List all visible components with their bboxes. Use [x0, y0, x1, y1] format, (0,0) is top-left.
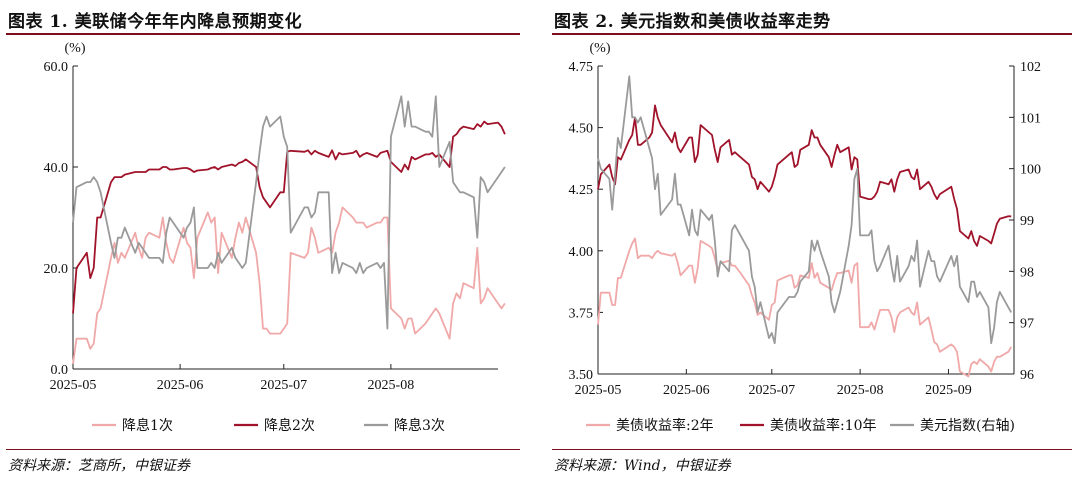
legend-label: 美债收益率:10年: [770, 417, 877, 434]
legend-label: 降息1次: [122, 417, 173, 434]
x-tick-label: 2025-05: [575, 383, 622, 398]
y2-tick-label: 96: [1020, 368, 1034, 383]
y-tick-label: 4.50: [569, 122, 594, 137]
legend-label: 美债收益率:2年: [616, 417, 714, 434]
y2-tick-label: 101: [1020, 111, 1041, 126]
y2-tick-label: 97: [1020, 317, 1034, 332]
panel-dollar-index-yields: 图表 2. 美元指数和美债收益率走势 (%) 3.50 3.75 4.00 4.25 4.…: [546, 0, 1080, 480]
title-rule: [6, 33, 520, 35]
source-note: 资料来源：芝商所，中银证券: [8, 458, 190, 474]
y2-tick-label: 99: [1020, 214, 1034, 229]
x-tick-label: 2025-06: [157, 378, 204, 393]
y-tick-label: 0.0: [51, 363, 69, 378]
x-tick-label: 2025-08: [837, 383, 884, 398]
x-tick-label: 2025-09: [925, 383, 972, 398]
x-tick-label: 2025-07: [748, 383, 795, 398]
x-tick-label: 2025-08: [368, 378, 415, 393]
title-rule: [552, 33, 1072, 35]
y2-tick-label: 100: [1020, 163, 1041, 178]
legend-label: 降息3次: [394, 417, 445, 434]
chart-title: 图表 2. 美元指数和美债收益率走势: [554, 12, 831, 32]
footer-rule: [6, 449, 520, 450]
series-line-3: [72, 95, 506, 330]
dollar-index-yields-chart: (%) 3.50 3.75 4.00 4.25 4.50 4.75 96 97 98 99 100 10…: [569, 41, 1042, 434]
source-note: 资料来源：Wind，中银证券: [554, 458, 731, 474]
y-tick-label: 60.0: [44, 60, 69, 75]
y-tick-label: 20.0: [44, 262, 69, 277]
series-line-2: [597, 104, 1012, 247]
x-tick-label: 2025-07: [260, 378, 307, 393]
legend-label: 美元指数(右轴): [920, 418, 1015, 434]
y-unit-label: (%): [590, 41, 611, 56]
y2-tick-label: 102: [1020, 60, 1041, 75]
y-tick-label: 40.0: [44, 161, 69, 176]
series-line-1: [72, 206, 506, 365]
x-tick-label: 2025-05: [50, 378, 97, 393]
footer-rule: [552, 449, 1072, 450]
y-tick-label: 4.00: [569, 245, 594, 260]
series-line-1: [597, 237, 1012, 378]
y-tick-label: 4.25: [569, 183, 594, 198]
chart-title: 图表 1. 美联储今年年内降息预期变化: [8, 12, 303, 32]
fed-cut-expectations-chart: (%) 0.0 20.0 40.0 60.0 2025-05 2025-06 2025-07 2…: [44, 41, 506, 434]
y-tick-label: 4.75: [569, 60, 594, 75]
legend-label: 降息2次: [264, 417, 315, 434]
series-line-3: [597, 75, 1012, 345]
x-tick-label: 2025-06: [663, 383, 710, 398]
y-tick-label: 3.50: [569, 368, 594, 383]
y-tick-label: 3.75: [569, 306, 594, 321]
y-unit-label: (%): [65, 41, 86, 56]
y2-tick-label: 98: [1020, 265, 1034, 280]
panel-fed-cut-expectations: 图表 1. 美联储今年年内降息预期变化 (%) 0.0 20.0 40.0 60.0 20…: [0, 0, 528, 480]
